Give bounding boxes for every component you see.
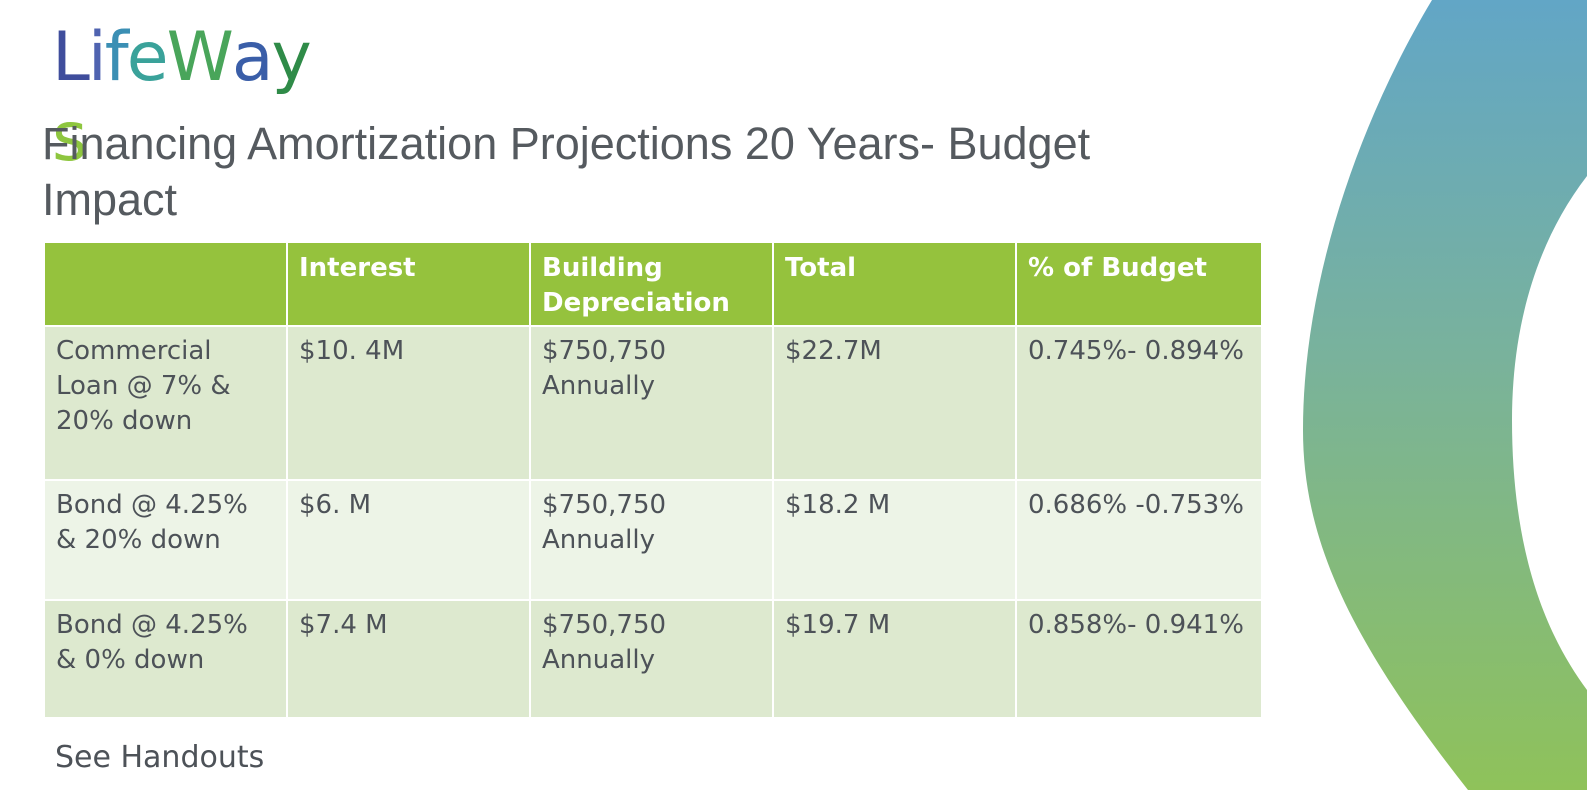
see-handouts-note: See Handouts: [55, 740, 265, 775]
logo-letter: e: [126, 18, 169, 97]
logo-letter: L: [52, 18, 90, 97]
table-row: Bond @ 4.25% & 0% down $7.4 M $750,750 A…: [43, 599, 1263, 719]
total-cell: $22.7M: [772, 325, 1017, 481]
total-cell: $18.2 M: [772, 479, 1017, 601]
header-cell-blank: [43, 241, 288, 327]
header-cell-building-depreciation: Building Depreciation: [529, 241, 774, 327]
budget-percent-cell: 0.686% -0.753%: [1015, 479, 1263, 601]
logo-letter: i: [87, 18, 107, 97]
logo-letter: s: [52, 98, 87, 177]
page-title: Financing Amortization Projections 20 Ye…: [42, 118, 1091, 225]
logo-wordmark: LifeWay s: [52, 18, 322, 178]
table-header-row: Interest Building Depreciation Total % o…: [43, 241, 1263, 327]
row-label-cell: Commercial Loan @ 7% & 20% down: [43, 325, 288, 481]
row-label-cell: Bond @ 4.25% & 0% down: [43, 599, 288, 719]
header-cell-total: Total: [772, 241, 1017, 327]
logo-letter: y: [271, 18, 312, 97]
logo-letter: a: [231, 18, 274, 97]
depreciation-cell: $750,750 Annually: [529, 599, 774, 719]
table-row: Bond @ 4.25% & 20% down $6. M $750,750 A…: [43, 479, 1263, 601]
lifeways-logo: LifeWay s: [52, 18, 322, 177]
logo-letter: f: [104, 18, 129, 97]
interest-cell: $7.4 M: [286, 599, 531, 719]
financing-table: Interest Building Depreciation Total % o…: [43, 241, 1263, 719]
interest-cell: $10. 4M: [286, 325, 531, 481]
row-label-cell: Bond @ 4.25% & 20% down: [43, 479, 288, 601]
depreciation-cell: $750,750 Annually: [529, 479, 774, 601]
budget-percent-cell: 0.858%- 0.941%: [1015, 599, 1263, 719]
budget-percent-cell: 0.745%- 0.894%: [1015, 325, 1263, 481]
header-cell-interest: Interest: [286, 241, 531, 327]
interest-cell: $6. M: [286, 479, 531, 601]
logo-letter: W: [166, 18, 234, 97]
header-cell-percent-of-budget: % of Budget: [1015, 241, 1263, 327]
depreciation-cell: $750,750 Annually: [529, 325, 774, 481]
total-cell: $19.7 M: [772, 599, 1017, 719]
table-row: Commercial Loan @ 7% & 20% down $10. 4M …: [43, 325, 1263, 481]
